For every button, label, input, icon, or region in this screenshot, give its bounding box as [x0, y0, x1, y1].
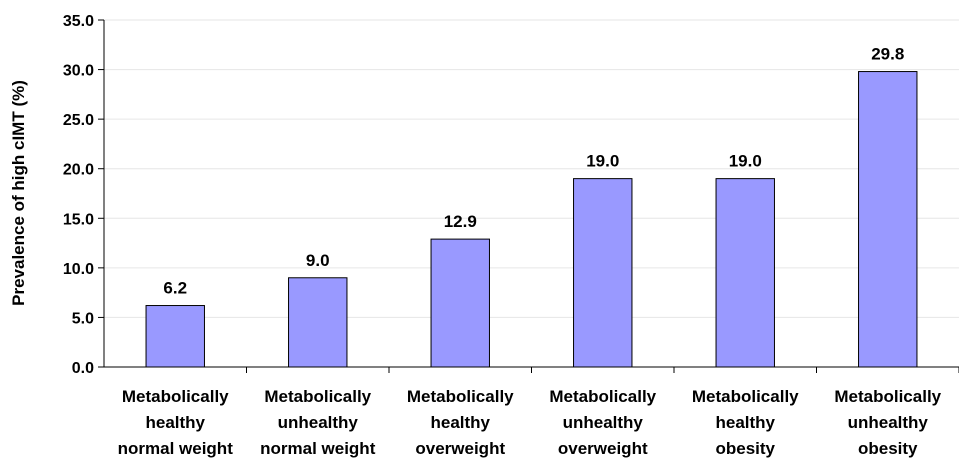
bar — [288, 277, 348, 368]
x-category-label: overweight — [558, 439, 648, 458]
bars — [145, 71, 918, 368]
y-axis-ticks: 0.0 5.0 10.0 15.0 20.0 25.0 30.0 35.0 — [63, 13, 104, 377]
x-category-label: Metabolically — [549, 387, 656, 406]
data-label: 6.2 — [163, 279, 187, 298]
x-category-label: healthy — [715, 413, 775, 432]
y-tick-label: 0.0 — [72, 360, 94, 377]
y-tick-label: 30.0 — [63, 63, 94, 80]
x-category-label: obesity — [858, 439, 918, 458]
x-axis-categories: Metabolically healthy normal weight Metabol… — [118, 367, 959, 458]
x-category-label: obesity — [715, 439, 775, 458]
x-category-label: normal weight — [260, 439, 376, 458]
x-category-label: normal weight — [118, 439, 234, 458]
x-category-label: Metabolically — [407, 387, 514, 406]
y-tick-label: 5.0 — [72, 310, 94, 327]
data-label: 19.0 — [586, 152, 619, 171]
y-tick-label: 35.0 — [63, 13, 94, 30]
data-label: 9.0 — [306, 251, 330, 270]
x-category-label: Metabolically — [264, 387, 371, 406]
y-axis-title: Prevalence of high cIMT (%) — [9, 80, 28, 306]
bar — [145, 305, 205, 368]
bar — [858, 71, 918, 368]
data-labels: 6.2 9.0 12.9 19.0 19.0 29.8 — [163, 45, 904, 298]
x-category-label: Metabolically — [834, 387, 941, 406]
x-category-label: healthy — [145, 413, 205, 432]
y-tick-label: 25.0 — [63, 112, 94, 129]
x-category-label: unhealthy — [563, 413, 644, 432]
bar — [715, 178, 775, 368]
y-tick-label: 10.0 — [63, 261, 94, 278]
x-category-label: healthy — [430, 413, 490, 432]
y-tick-label: 20.0 — [63, 162, 94, 179]
x-category-label: Metabolically — [692, 387, 799, 406]
data-label: 12.9 — [444, 212, 477, 231]
x-category-label: overweight — [415, 439, 505, 458]
data-label: 19.0 — [729, 152, 762, 171]
x-category-label: unhealthy — [848, 413, 929, 432]
gridlines — [104, 19, 959, 318]
y-tick-label: 15.0 — [63, 211, 94, 228]
x-category-label: Metabolically — [122, 387, 229, 406]
bar — [573, 178, 633, 368]
bar — [430, 238, 490, 368]
data-label: 29.8 — [871, 45, 904, 64]
x-category-label: unhealthy — [278, 413, 359, 432]
